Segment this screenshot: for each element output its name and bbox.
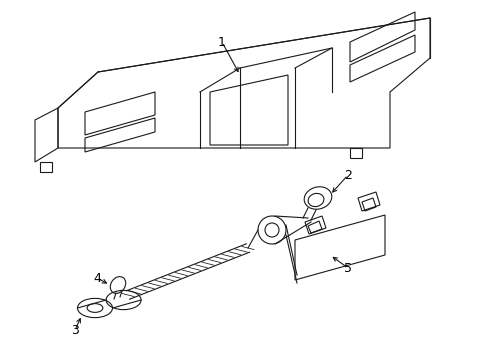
- Text: 3: 3: [71, 324, 79, 337]
- Text: 4: 4: [93, 271, 101, 284]
- Text: 5: 5: [343, 261, 351, 274]
- Text: 2: 2: [344, 168, 351, 181]
- Text: 1: 1: [218, 36, 225, 49]
